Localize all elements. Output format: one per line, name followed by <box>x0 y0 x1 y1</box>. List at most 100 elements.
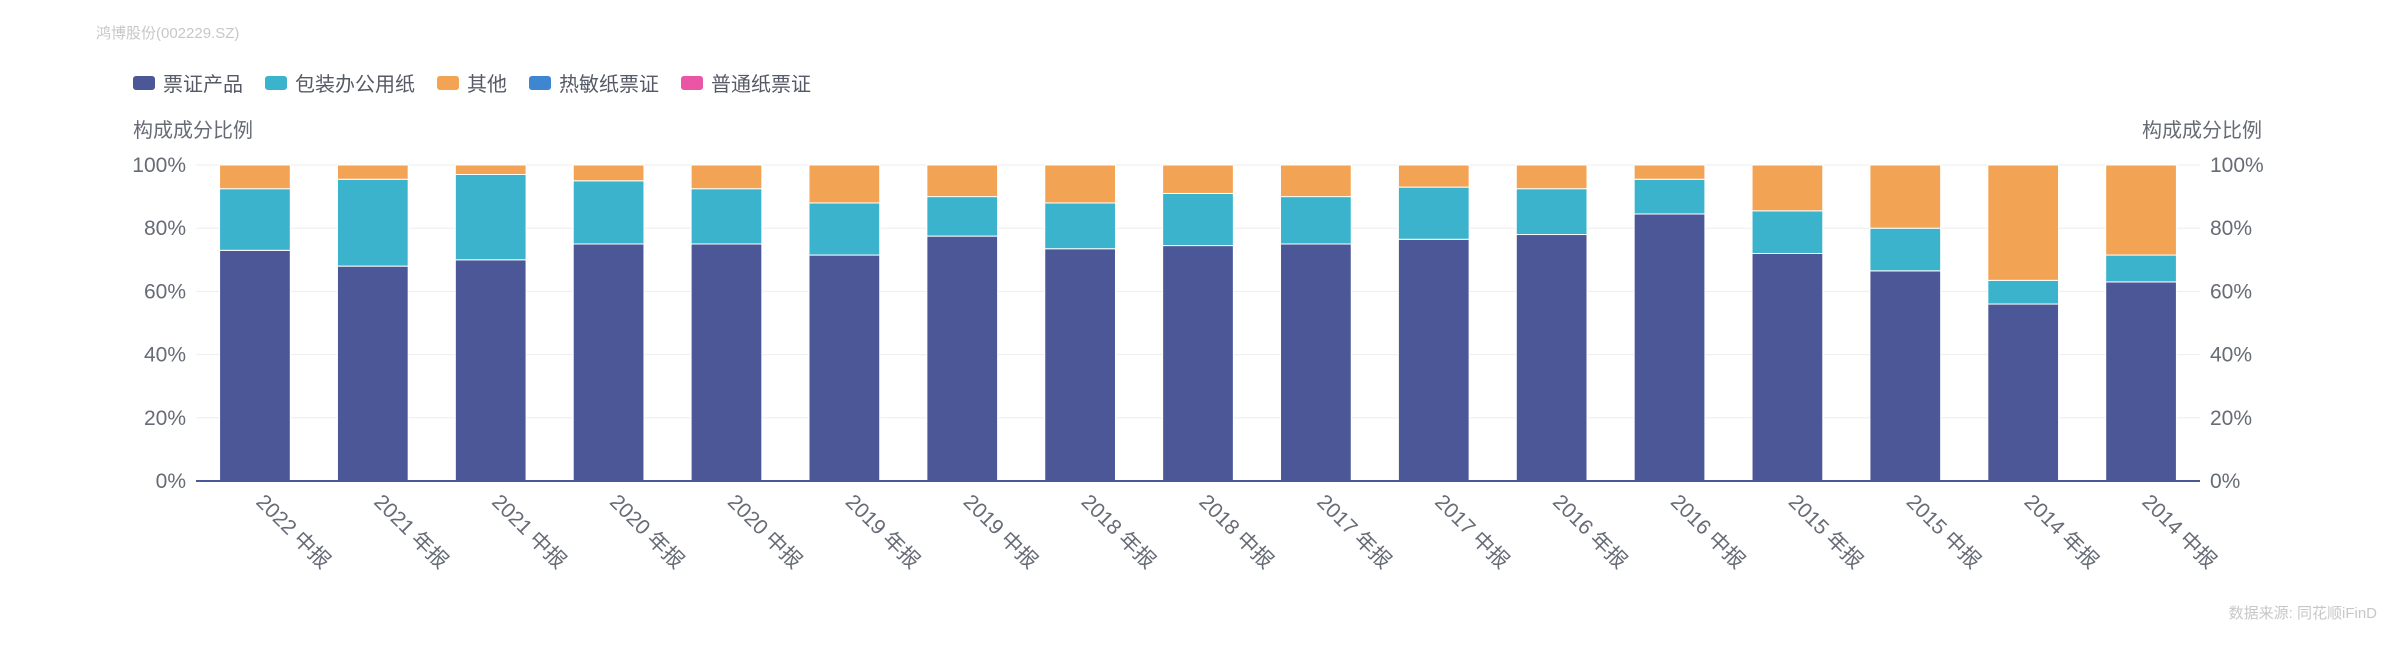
y-tick-label-left: 60% <box>144 280 186 303</box>
bar-segment <box>808 202 881 256</box>
bar-segment <box>2105 281 2177 482</box>
bar-segment <box>1162 245 1234 482</box>
bar-segment <box>1044 248 1116 482</box>
x-tick-label: 2018 中报 <box>1194 490 1277 573</box>
x-tick-label: 2015 年报 <box>1784 490 1867 573</box>
bar-segment <box>572 243 645 482</box>
bar-segment <box>572 180 645 245</box>
bar-segment <box>572 164 645 182</box>
x-tick-label: 2014 中报 <box>2138 490 2221 573</box>
x-tick-label: 2019 中报 <box>959 490 1042 573</box>
bar-segment <box>1633 164 1706 180</box>
bar-segment <box>926 196 999 237</box>
x-tick-label: 2020 中报 <box>723 490 806 573</box>
bar-segment <box>1280 164 1352 198</box>
y-tick-label-right: 80% <box>2210 217 2252 240</box>
bar-segment <box>1397 164 1470 188</box>
legend-item-piaozheng[interactable]: 票证产品 <box>133 68 243 97</box>
x-tick-label: 2017 年报 <box>1312 490 1395 573</box>
bar-segment <box>1751 164 1824 212</box>
bar-segment <box>1162 164 1234 194</box>
bar-segment <box>690 188 763 245</box>
y-tick-label-right: 60% <box>2210 280 2252 303</box>
bar-segment <box>2105 164 2177 256</box>
x-tick-label: 2021 中报 <box>487 490 570 573</box>
y-tick-label-right: 40% <box>2210 344 2252 367</box>
data-source-footer: 数据来源: 同花顺iFinD <box>2228 605 2377 622</box>
legend-label: 其他 <box>467 74 507 96</box>
x-tick-label: 2017 中报 <box>1430 490 1513 573</box>
x-tick-label: 2019 年报 <box>841 490 924 573</box>
bar-segment <box>454 173 527 261</box>
bar-segment <box>1515 234 1588 482</box>
bar-segment <box>926 164 999 198</box>
bar-segment <box>690 164 763 190</box>
bar-segment <box>336 178 409 267</box>
legend-label: 普通纸票证 <box>711 74 811 96</box>
x-tick-label: 2015 中报 <box>1902 490 1985 573</box>
legend-label: 包装办公用纸 <box>295 74 415 96</box>
x-tick-label: 2022 中报 <box>251 490 334 573</box>
bar-segment <box>1280 196 1352 245</box>
legend-swatch <box>265 75 287 90</box>
legend-item-qita[interactable]: 其他 <box>437 68 507 97</box>
y-tick-label-right: 0% <box>2210 470 2240 493</box>
y-axis-title-left: 构成成分比例 <box>133 120 253 142</box>
bar-segment <box>1162 192 1234 247</box>
y-tick-label-left: 40% <box>144 344 186 367</box>
bar-segment <box>1987 303 2060 482</box>
bar-segment <box>454 259 527 482</box>
bar-segment <box>1869 164 1942 229</box>
bar-segment <box>926 235 999 482</box>
legend-swatch <box>133 75 155 90</box>
bar-segment <box>1397 186 1470 240</box>
bar-segment <box>1397 238 1470 482</box>
bar-segment <box>219 249 291 482</box>
bar-segment <box>1987 279 2060 305</box>
legend-swatch <box>529 75 551 90</box>
bar-segment <box>808 164 881 204</box>
y-tick-label-left: 80% <box>144 217 186 240</box>
x-tick-label: 2020 年报 <box>605 490 688 573</box>
legend-swatch <box>681 75 703 90</box>
bar-segment <box>1280 243 1352 482</box>
bar-segment <box>1515 188 1588 236</box>
source-title: 鸿博股份(002229.SZ) <box>96 25 240 42</box>
x-tick-label: 2021 年报 <box>369 490 452 573</box>
bar-segment <box>2105 254 2177 283</box>
bar-segment <box>690 243 763 482</box>
bar-segment <box>336 164 409 180</box>
x-tick-label: 2016 年报 <box>1548 490 1631 573</box>
y-tick-label-left: 0% <box>156 470 186 493</box>
legend-label: 票证产品 <box>163 74 243 96</box>
bar-segment <box>1044 164 1116 204</box>
legend-swatch <box>437 75 459 90</box>
legend-item-reminzhi[interactable]: 热敏纸票证 <box>529 68 659 97</box>
y-tick-label-right: 20% <box>2210 407 2252 430</box>
bar-segment <box>219 188 291 251</box>
bar-segment <box>1633 213 1706 482</box>
bar-segment <box>454 164 527 175</box>
bar-segment <box>336 265 409 482</box>
x-tick-label: 2018 年报 <box>1077 490 1160 573</box>
bar-segment <box>1869 227 1942 272</box>
bar-segment <box>1044 202 1116 250</box>
bar-segment <box>1869 270 1942 482</box>
legend-item-baozhuang[interactable]: 包装办公用纸 <box>265 68 415 97</box>
bar-segment <box>1515 164 1588 190</box>
x-tick-label: 2014 年报 <box>2020 490 2103 573</box>
legend: 票证产品 包装办公用纸 其他 热敏纸票证 普通纸票证 <box>133 68 811 97</box>
y-axis-title-right: 构成成分比例 <box>2142 120 2262 142</box>
bar-segment <box>1987 164 2060 281</box>
bar-segment <box>219 164 291 190</box>
legend-label: 热敏纸票证 <box>559 74 659 96</box>
y-tick-label-left: 20% <box>144 407 186 430</box>
y-tick-label-left: 100% <box>132 154 186 177</box>
bar-segment <box>1633 178 1706 215</box>
legend-item-putongzhi[interactable]: 普通纸票证 <box>681 68 811 97</box>
y-tick-label-right: 100% <box>2210 154 2264 177</box>
bar-segment <box>1751 252 1824 482</box>
bar-segment <box>808 254 881 482</box>
